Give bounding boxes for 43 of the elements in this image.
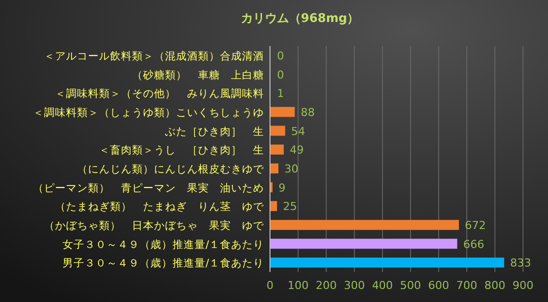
- x-tick-label: 800: [484, 279, 506, 292]
- data-label: 666: [463, 238, 484, 251]
- data-label: 1: [277, 87, 284, 100]
- y-tick-label: 女子３０～４９（歳）推進量/１食あたり: [62, 238, 264, 251]
- x-tick-label: 600: [428, 279, 450, 292]
- data-label: 833: [510, 256, 532, 270]
- data-label: 54: [291, 124, 306, 138]
- chart-title: カリウム（968mg）: [240, 11, 360, 25]
- bar: [270, 258, 504, 268]
- y-tick-label: （砂糖類） 車糖 上白糖: [132, 68, 264, 82]
- x-tick-label: 400: [372, 279, 393, 292]
- data-label: 30: [284, 162, 298, 176]
- x-tick-label: 900: [512, 279, 534, 292]
- x-tick-label: 200: [316, 279, 337, 292]
- data-label: 672: [464, 218, 486, 232]
- x-tick-label: 300: [344, 279, 365, 292]
- x-tick-label: 0: [266, 279, 274, 292]
- y-tick-label: （たまねぎ類） たまねぎ りん茎 ゆで: [55, 200, 265, 214]
- y-tick-label: ＜畜肉類＞うし ［ひき肉］ 生: [99, 144, 264, 157]
- bar: [270, 220, 459, 230]
- y-tick-label: ＜調味料類＞（その他） みりん風調味料: [55, 87, 264, 100]
- data-label: 9: [278, 181, 286, 194]
- bar: [270, 126, 286, 136]
- x-tick-label: 700: [456, 279, 478, 292]
- y-tick-label: ぶた［ひき肉］ 生: [165, 124, 264, 138]
- x-tick-label: 500: [400, 279, 422, 292]
- data-label: 49: [290, 144, 304, 157]
- bar: [270, 238, 458, 249]
- y-tick-label: 男子３０～４９（歳）推進量/１食あたり: [62, 256, 264, 270]
- data-label: 88: [300, 106, 315, 119]
- y-tick-label: （かぼちゃ類） 日本かぼちゃ 果実 ゆで: [44, 218, 265, 232]
- bar: [270, 106, 295, 117]
- y-tick-label: ＜調味料類＞（しょうゆ類）こいくちしょうゆ: [33, 106, 264, 119]
- data-label: 25: [283, 200, 298, 214]
- bar: [270, 163, 278, 174]
- data-label: 0: [277, 68, 284, 82]
- y-tick-label: ＜アルコール飲料類＞（混成酒類）合成清酒: [44, 49, 264, 62]
- y-tick-label: （ピーマン類） 青ピーマン 果実 油いため: [33, 181, 264, 194]
- bar: [270, 144, 284, 155]
- x-tick-label: 100: [288, 279, 309, 292]
- data-label: 0: [277, 49, 284, 62]
- y-tick-label: （にんじん類）にんじん根皮むきゆで: [77, 162, 265, 176]
- bar: [270, 201, 278, 212]
